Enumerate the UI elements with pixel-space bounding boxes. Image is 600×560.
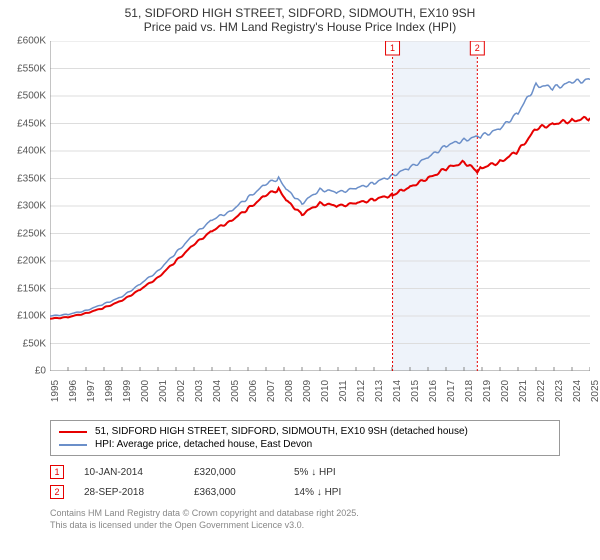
x-tick-label: 2023 [554,380,565,402]
legend: 51, SIDFORD HIGH STREET, SIDFORD, SIDMOU… [50,420,560,456]
x-tick-label: 2022 [536,380,547,402]
y-tick-label: £0 [35,366,46,377]
x-tick-label: 2024 [572,380,583,402]
legend-label: 51, SIDFORD HIGH STREET, SIDFORD, SIDMOU… [95,426,468,437]
x-tick-label: 2018 [464,380,475,402]
transaction-diff: 5% ↓ HPI [294,467,374,478]
svg-text:1: 1 [390,43,395,53]
y-tick-label: £550K [17,63,46,74]
transaction-marker: 2 [50,485,64,499]
x-tick-label: 2010 [320,380,331,402]
y-tick-label: £150K [17,283,46,294]
y-tick-label: £50K [23,338,46,349]
legend-label: HPI: Average price, detached house, East… [95,439,312,450]
y-tick-label: £450K [17,118,46,129]
x-tick-label: 2019 [482,380,493,402]
y-tick-label: £350K [17,173,46,184]
x-tick-label: 2001 [158,380,169,402]
x-tick-label: 2025 [590,380,600,402]
x-tick-label: 2016 [428,380,439,402]
x-tick-label: 2004 [212,380,223,402]
legend-swatch [59,431,87,433]
footer-line1: Contains HM Land Registry data © Crown c… [50,508,560,520]
x-tick-label: 1996 [68,380,79,402]
x-tick-label: 2007 [266,380,277,402]
x-tick-label: 2012 [356,380,367,402]
x-tick-label: 2006 [248,380,259,402]
y-tick-label: £250K [17,228,46,239]
transaction-price: £320,000 [194,467,274,478]
y-tick-label: £200K [17,256,46,267]
x-tick-label: 2003 [194,380,205,402]
legend-item: 51, SIDFORD HIGH STREET, SIDFORD, SIDMOU… [59,425,551,438]
x-tick-label: 2009 [302,380,313,402]
x-tick-label: 1995 [50,380,61,402]
chart-svg: 12 [50,41,590,371]
transaction-row: 2 28-SEP-2018 £363,000 14% ↓ HPI [50,482,560,502]
legend-swatch [59,444,87,446]
x-tick-label: 2000 [140,380,151,402]
transaction-row: 1 10-JAN-2014 £320,000 5% ↓ HPI [50,462,560,482]
x-axis: 1995 1996 1997 1998 1999 2000 2001 2002 2003 2004… [50,371,590,411]
transaction-date: 28-SEP-2018 [84,487,174,498]
footer-note: Contains HM Land Registry data © Crown c… [50,508,560,531]
footer-line2: This data is licensed under the Open Gov… [50,520,560,532]
series-hpi [50,79,590,316]
y-tick-label: £300K [17,201,46,212]
plot-area: 12 [50,41,590,371]
transaction-marker: 1 [50,465,64,479]
transaction-date: 10-JAN-2014 [84,467,174,478]
title-line1: 51, SIDFORD HIGH STREET, SIDFORD, SIDMOU… [10,6,590,20]
y-tick-label: £600K [17,36,46,47]
y-tick-label: £400K [17,146,46,157]
x-tick-label: 2008 [284,380,295,402]
x-tick-label: 2020 [500,380,511,402]
svg-text:2: 2 [475,43,480,53]
x-tick-label: 2011 [338,380,349,402]
x-tick-label: 2005 [230,380,241,402]
transactions-table: 1 10-JAN-2014 £320,000 5% ↓ HPI 2 28-SEP-2018… [50,462,560,502]
x-tick-label: 2014 [392,380,403,402]
x-tick-label: 2015 [410,380,421,402]
title-line2: Price paid vs. HM Land Registry's House … [10,20,590,34]
chart-container: £0 £50K £100K £150K £200K £250K £300K £350K £400… [0,36,600,416]
x-tick-label: 1999 [122,380,133,402]
transaction-price: £363,000 [194,487,274,498]
transaction-diff: 14% ↓ HPI [294,487,374,498]
x-tick-label: 2013 [374,380,385,402]
legend-item: HPI: Average price, detached house, East… [59,438,551,451]
y-tick-label: £500K [17,91,46,102]
y-tick-label: £100K [17,311,46,322]
x-tick-label: 1998 [104,380,115,402]
y-axis: £0£50K£100K£150K£200K£250K£300K£350K£400… [0,41,50,371]
x-tick-label: 1997 [86,380,97,402]
x-tick-label: 2017 [446,380,457,402]
x-tick-label: 2002 [176,380,187,402]
chart-title-block: 51, SIDFORD HIGH STREET, SIDFORD, SIDMOU… [0,0,600,36]
x-tick-label: 2021 [518,380,529,402]
